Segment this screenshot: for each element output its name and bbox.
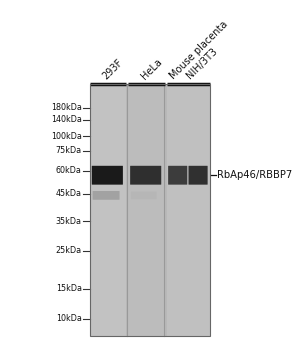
- Text: 75kDa: 75kDa: [56, 146, 82, 155]
- Text: 180kDa: 180kDa: [51, 104, 82, 112]
- Text: 35kDa: 35kDa: [56, 217, 82, 226]
- Text: 60kDa: 60kDa: [56, 167, 82, 175]
- Text: 25kDa: 25kDa: [56, 246, 82, 255]
- Text: 15kDa: 15kDa: [56, 284, 82, 293]
- Text: 45kDa: 45kDa: [56, 189, 82, 198]
- FancyBboxPatch shape: [130, 166, 161, 185]
- Text: HeLa: HeLa: [139, 57, 164, 81]
- Text: 100kDa: 100kDa: [51, 132, 82, 141]
- Text: Mouse placenta: Mouse placenta: [168, 19, 230, 81]
- Text: RbAp46/RBBP7: RbAp46/RBBP7: [217, 170, 292, 180]
- Text: NIH/3T3: NIH/3T3: [185, 47, 219, 81]
- Bar: [128, 84, 165, 336]
- FancyBboxPatch shape: [168, 166, 187, 185]
- Bar: [90, 84, 210, 336]
- Text: 10kDa: 10kDa: [56, 314, 82, 323]
- Bar: [90, 84, 210, 336]
- FancyBboxPatch shape: [188, 166, 208, 185]
- Text: 293F: 293F: [101, 57, 125, 81]
- Bar: [167, 84, 210, 336]
- FancyBboxPatch shape: [131, 191, 157, 199]
- Bar: [90, 84, 127, 336]
- Text: 140kDa: 140kDa: [51, 115, 82, 124]
- FancyBboxPatch shape: [92, 166, 123, 185]
- FancyBboxPatch shape: [93, 191, 119, 200]
